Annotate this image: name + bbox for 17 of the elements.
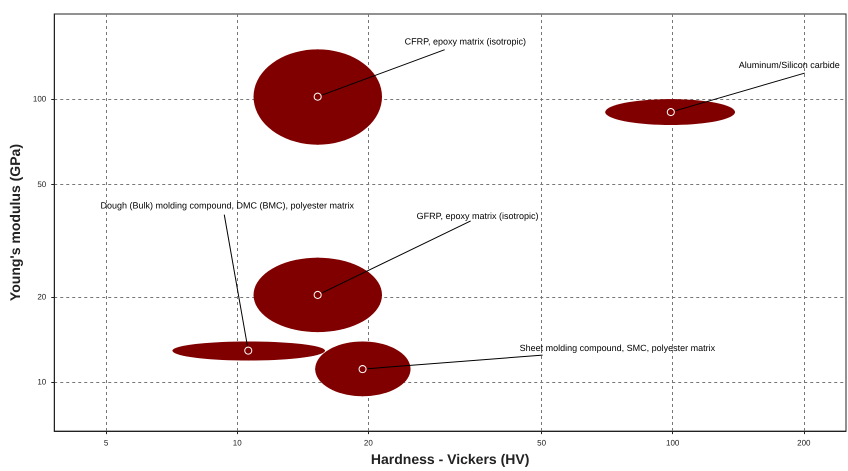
x-tick-label: 20 bbox=[364, 438, 374, 448]
y-tick-label: 20 bbox=[37, 292, 47, 302]
x-tick-label: 50 bbox=[537, 438, 547, 448]
text: Aluminum/Silicon carbide bbox=[738, 60, 840, 70]
x-tick-label: 5 bbox=[104, 438, 109, 448]
x-tick-label: 100 bbox=[666, 438, 680, 448]
text: GFRP, epoxy matrix (isotropic) bbox=[416, 210, 539, 221]
y-tick-label: 50 bbox=[37, 180, 47, 189]
x-tick-label: 200 bbox=[797, 438, 812, 448]
y-tick-label: 100 bbox=[32, 94, 47, 104]
y-tick-label: 10 bbox=[37, 377, 47, 386]
text: Dough (Bulk) molding compound, DMC (BMC), polyester matrix bbox=[100, 200, 355, 211]
text: CFRP, epoxy matrix (isotropic) bbox=[404, 36, 526, 47]
x-tick-label: 10 bbox=[232, 438, 242, 448]
x-axis-title: Hardness - Vickers (HV) bbox=[370, 451, 530, 467]
text: Sheet molding compound, SMC, polyester matrix bbox=[520, 343, 716, 354]
y-axis-title: Young's modulus (GPa) bbox=[7, 144, 23, 302]
